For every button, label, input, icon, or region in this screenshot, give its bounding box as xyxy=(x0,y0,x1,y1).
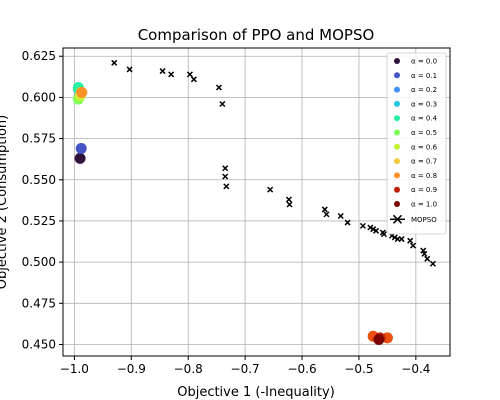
mopso-point xyxy=(321,206,328,213)
y-tick-label: 0.550 xyxy=(22,173,56,187)
legend-marker xyxy=(394,115,400,122)
mopso-point xyxy=(370,226,377,233)
legend-label: α = 0.0 xyxy=(411,58,437,66)
mopso-point xyxy=(398,236,405,243)
y-tick-label: 0.625 xyxy=(22,49,56,63)
legend: α = 0.0 α = 0.1 α = 0.2 α = 0.3 α = 0.4 α = 0… xyxy=(386,52,447,235)
ppo-point xyxy=(74,152,86,164)
legend-marker xyxy=(394,58,400,64)
data-points xyxy=(72,59,436,346)
mopso-point xyxy=(391,234,398,241)
mopso-point xyxy=(222,173,229,180)
mopso-point xyxy=(421,250,428,257)
legend-marker xyxy=(394,186,400,193)
x-tick-label: −0.9 xyxy=(117,362,146,376)
mopso-point xyxy=(285,196,292,203)
y-axis-label: Objective 2 (Consumption) xyxy=(0,115,10,289)
y-tick-label: 0.525 xyxy=(22,214,56,228)
mopso-point xyxy=(168,71,175,78)
mopso-point xyxy=(409,242,417,249)
mopso-point xyxy=(126,66,133,73)
mopso-point xyxy=(424,255,431,262)
x-tick-label: −1.0 xyxy=(60,362,89,376)
legend-marker xyxy=(394,86,400,93)
mopso-point xyxy=(219,100,226,108)
legend-label: MOPSO xyxy=(411,216,437,224)
x-tick-label: −0.4 xyxy=(401,362,430,376)
mopso-point xyxy=(367,224,374,231)
mopso-point xyxy=(372,227,380,234)
plot-frame xyxy=(62,47,451,357)
y-tick-label: 0.600 xyxy=(22,90,56,104)
legend-label: α = 0.6 xyxy=(411,143,438,151)
x-tick-label: −0.7 xyxy=(231,362,260,376)
y-tick-label: 0.500 xyxy=(22,255,56,269)
mopso-point xyxy=(323,211,330,218)
mopso-point xyxy=(286,201,293,208)
mopso-point xyxy=(223,183,230,190)
legend-marker xyxy=(394,143,400,150)
axis-ticks: −1.0 −0.9 −0.8 −0.7 −0.6 −0.5 −0.4 0.450 0.475 0.… xyxy=(22,49,431,376)
legend-marker xyxy=(394,172,400,179)
legend-label: α = 0.8 xyxy=(411,172,437,180)
y-tick-label: 0.450 xyxy=(22,337,56,351)
chart-title: Comparison of PPO and MOPSO xyxy=(138,26,375,44)
mopso-point xyxy=(267,186,274,193)
mopso-point xyxy=(407,237,414,244)
legend-label: α = 0.5 xyxy=(411,129,437,137)
mopso-point xyxy=(159,68,166,75)
grid-lines xyxy=(63,48,450,356)
legend-label: α = 0.9 xyxy=(411,186,437,194)
legend-label: α = 1.0 xyxy=(411,201,437,209)
legend-label: α = 0.3 xyxy=(411,100,437,108)
mopso-point xyxy=(359,222,366,229)
legend-mopso-marker xyxy=(392,214,403,224)
mopso-point xyxy=(186,71,193,78)
mopso-point xyxy=(420,247,427,254)
mopso-point xyxy=(344,219,351,226)
legend-label: α = 0.4 xyxy=(411,115,438,123)
ppo-point xyxy=(75,142,87,154)
legend-marker xyxy=(394,129,400,136)
x-tick-label: −0.6 xyxy=(287,362,316,376)
mopso-point xyxy=(215,84,222,91)
mopso-point xyxy=(380,231,388,238)
mopso-point xyxy=(111,59,118,66)
legend-label: α = 0.2 xyxy=(411,86,437,94)
mopso-point xyxy=(337,212,344,220)
y-tick-label: 0.475 xyxy=(22,296,56,310)
y-tick-label: 0.575 xyxy=(22,132,56,146)
legend-marker xyxy=(394,100,400,107)
ppo-point xyxy=(76,86,88,98)
mopso-point xyxy=(190,76,197,83)
legend-box xyxy=(386,52,447,235)
legend-marker xyxy=(394,72,400,79)
legend-label: α = 0.7 xyxy=(411,158,437,166)
x-tick-label: −0.8 xyxy=(174,362,203,376)
mopso-point xyxy=(429,260,436,267)
legend-marker xyxy=(394,201,400,207)
mopso-point xyxy=(222,165,229,172)
legend-label: α = 0.1 xyxy=(411,72,437,80)
legend-marker xyxy=(394,158,400,165)
x-axis-label: Objective 1 (-Inequality) xyxy=(177,385,335,400)
x-tick-label: −0.5 xyxy=(344,362,373,376)
ppo-point xyxy=(373,334,385,346)
